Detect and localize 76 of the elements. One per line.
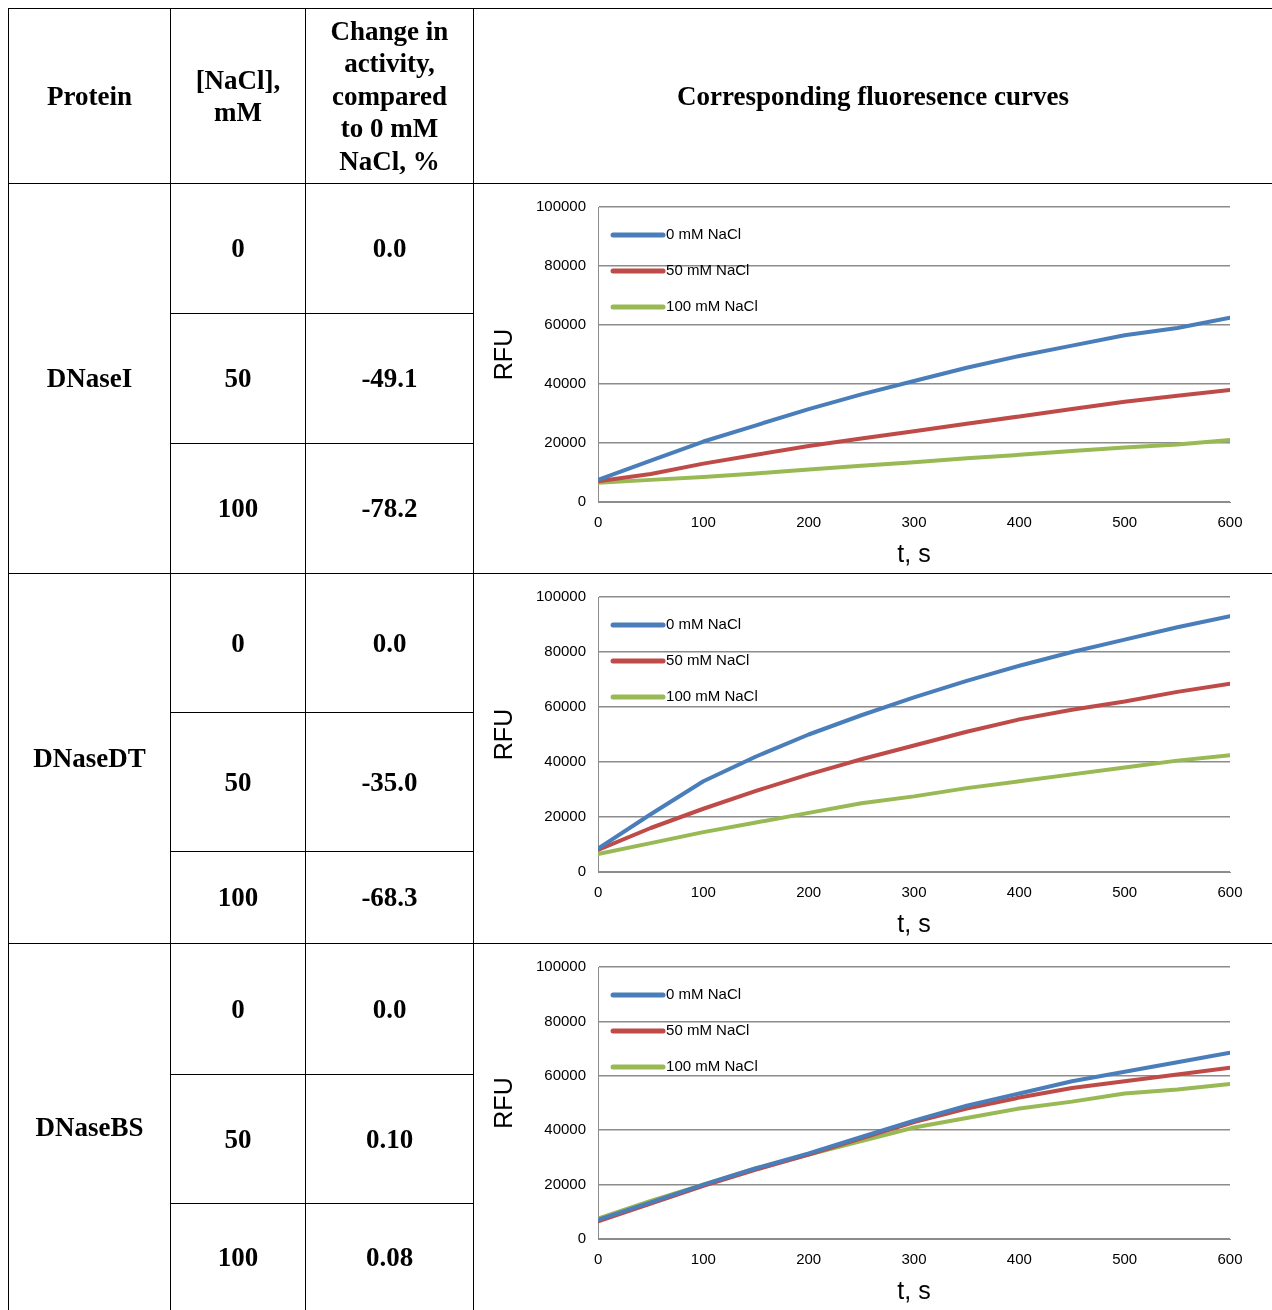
y-tick-label: 20000 (544, 433, 587, 451)
y-tick-label: 100000 (535, 587, 587, 605)
text: 0.0 (372, 626, 407, 660)
text: -35.0 (361, 765, 418, 799)
y-tick-label: 100000 (535, 957, 587, 975)
y-axis-title: RFU (488, 708, 517, 761)
x-tick-label: 0 (593, 1250, 603, 1268)
legend-label: 100 mM NaCl (666, 687, 758, 705)
x-tick-label: 0 (593, 513, 603, 531)
text: 0 (231, 232, 245, 265)
y-tick-label: 80000 (544, 256, 587, 274)
x-tick-label: 500 (1112, 883, 1138, 901)
y-tick-label: 80000 (544, 1011, 587, 1029)
text: Corresponding fluoresence curves (677, 79, 1069, 113)
y-axis-title: RFU (488, 328, 517, 381)
x-tick-label: 0 (593, 883, 603, 901)
text: DNaseBS (35, 1110, 144, 1144)
legend-label: 0 mM NaCl (666, 615, 742, 633)
x-tick-label: 100 (690, 1250, 716, 1268)
text: 0.08 (365, 1240, 414, 1274)
text: 0 (231, 992, 245, 1026)
x-axis-title: t, s (897, 1275, 931, 1304)
x-tick-label: 600 (1217, 1250, 1243, 1268)
x-tick-label: 600 (1217, 513, 1243, 531)
text: 0.0 (372, 232, 407, 265)
text: -68.3 (361, 881, 418, 914)
text: 50 (224, 765, 252, 799)
text: 50 (224, 1122, 252, 1156)
y-tick-label: 40000 (544, 374, 587, 392)
x-tick-label: 500 (1112, 1250, 1138, 1268)
x-tick-label: 400 (1006, 883, 1032, 901)
text: -78.2 (361, 492, 418, 525)
text: 0.0 (372, 992, 407, 1026)
y-tick-label: 0 (577, 862, 587, 880)
legend-label: 100 mM NaCl (666, 297, 758, 315)
text: Change in activity, compared to 0 mM NaCl, % (329, 15, 450, 177)
y-axis-title: RFU (488, 1077, 517, 1129)
text: [NaCl], mM (194, 63, 282, 129)
legend-label: 50 mM NaCl (666, 1021, 750, 1039)
x-tick-label: 100 (690, 883, 716, 901)
x-axis-title: t, s (897, 908, 931, 937)
y-tick-label: 0 (577, 1229, 587, 1247)
x-tick-label: 600 (1217, 883, 1243, 901)
text: -49.1 (361, 362, 418, 395)
y-tick-label: 80000 (544, 642, 587, 660)
text: DNaseDT (33, 742, 146, 775)
text: Protein (47, 79, 132, 113)
y-tick-label: 100000 (535, 197, 587, 215)
legend-label: 0 mM NaCl (666, 985, 742, 1003)
y-tick-label: 60000 (544, 1065, 587, 1083)
legend-label: 100 mM NaCl (666, 1057, 758, 1075)
text: DNaseI (46, 362, 133, 395)
y-tick-label: 20000 (544, 807, 587, 825)
x-tick-label: 300 (901, 883, 927, 901)
x-tick-label: 400 (1006, 1250, 1032, 1268)
x-tick-label: 300 (901, 1250, 927, 1268)
text: 50 (224, 362, 252, 395)
x-tick-label: 200 (796, 1250, 822, 1268)
y-tick-label: 60000 (544, 315, 587, 333)
x-axis-title: t, s (897, 538, 931, 567)
x-tick-label: 300 (901, 513, 927, 531)
x-tick-label: 400 (1006, 513, 1032, 531)
text: 0 (231, 626, 245, 660)
y-tick-label: 60000 (544, 697, 587, 715)
x-tick-label: 100 (690, 513, 716, 531)
text: 0.10 (365, 1122, 414, 1156)
legend-label: 50 mM NaCl (666, 651, 750, 669)
legend-label: 50 mM NaCl (666, 261, 750, 279)
y-tick-label: 20000 (544, 1174, 587, 1192)
y-tick-label: 0 (577, 492, 587, 510)
x-tick-label: 200 (796, 883, 822, 901)
x-tick-label: 500 (1112, 513, 1138, 531)
y-tick-label: 40000 (544, 1120, 587, 1138)
y-tick-label: 40000 (544, 752, 587, 770)
x-tick-label: 200 (796, 513, 822, 531)
legend-label: 0 mM NaCl (666, 225, 742, 243)
